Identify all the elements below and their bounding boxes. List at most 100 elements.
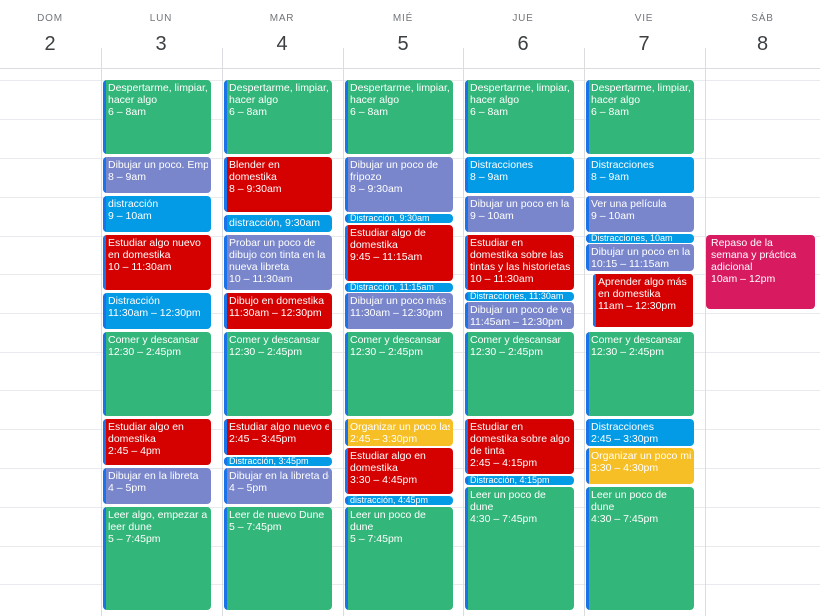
calendar-event[interactable]: Dibujar un poco de fripozo 8 – 9:30am — [345, 157, 453, 212]
calendar-event[interactable]: Dibujar un poco en la lib9 – 10am — [465, 196, 574, 232]
calendar-event[interactable]: Distracciones 2:45 – 3:30pm — [586, 419, 694, 446]
event-title: Organizar un poco mis c — [591, 450, 691, 462]
calendar-event[interactable]: Estudiar algo de domestika 9:45 – 11:15am — [345, 225, 453, 281]
event-title: Distracciones — [591, 159, 655, 171]
event-time: 8 – 9am — [591, 171, 629, 183]
calendar-event[interactable]: Despertarme, limpiar, hacer algo 6 – 8am — [103, 80, 211, 154]
event-title: Aprender algo más en domestika — [598, 276, 687, 300]
calendar-event[interactable]: Dibujar un poco. Empez8 – 9am — [103, 157, 211, 193]
calendar-event[interactable]: Aprender algo más en domestika 11am – 12:… — [592, 273, 694, 328]
column-divider — [343, 48, 344, 68]
event-time: 9 – 10am — [108, 210, 152, 222]
calendar-event[interactable]: Distracciones, 10am — [586, 234, 694, 243]
event-time: 11:30am – 12:30pm — [108, 307, 201, 319]
day-header-lun[interactable]: LUN 3 — [101, 0, 221, 68]
calendar-event[interactable]: Estudiar algo nuevo en domestika 10 – 11:… — [103, 235, 211, 290]
event-time: 9:45 – 11:15am — [350, 251, 423, 263]
event-title: Estudiar algo nuevo en domestika — [108, 237, 201, 261]
calendar-event[interactable]: Leer un poco de dune 5 – 7:45pm — [345, 507, 453, 610]
calendar-event[interactable]: Estudiar algo en domestika 3:30 – 4:45pm — [345, 448, 453, 494]
day-number[interactable]: 8 — [756, 33, 769, 55]
calendar-event[interactable]: Organizar un poco mis c3:30 – 4:30pm — [586, 448, 694, 484]
day-number[interactable]: 7 — [638, 33, 650, 55]
calendar-event[interactable]: Leer un poco de dune 4:30 – 7:45pm — [586, 487, 694, 610]
day-header-dom[interactable]: DOM 2 — [0, 0, 100, 68]
calendar-event[interactable]: Comer y descansar 12:30 – 2:45pm — [465, 332, 574, 416]
calendar-event[interactable]: Distracciones 8 – 9am — [465, 157, 574, 193]
event-title: Distracción — [108, 295, 160, 307]
calendar-event[interactable]: Repaso de la semana y práctica adicional… — [706, 235, 815, 309]
calendar-event[interactable]: Despertarme, limpiar, hacer algo 6 – 8am — [465, 80, 574, 154]
day-number[interactable]: 4 — [276, 33, 288, 55]
calendar-event[interactable]: Distracciones 8 – 9am — [586, 157, 694, 193]
calendar-event[interactable]: Leer un poco de dune 4:30 – 7:45pm — [465, 487, 574, 610]
event-time: 3:30 – 4:45pm — [350, 474, 418, 486]
calendar-event[interactable]: Estudiar algo nuevo en 2:45 – 3:45pm — [224, 419, 332, 455]
calendar-event[interactable]: Despertarme, limpiar, hacer algo 6 – 8am — [586, 80, 694, 154]
event-title: Despertarme, limpiar, hacer algo — [229, 82, 329, 106]
event-time: 6 – 8am — [591, 106, 629, 118]
event-time: 2:45 – 3:30pm — [591, 433, 659, 445]
event-title: distracción, 4:45pm — [350, 496, 429, 505]
calendar-event[interactable]: Dibujar un poco más de 11:30am – 12:30pm — [345, 293, 453, 329]
event-title: Leer algo, empezar a leer dune — [108, 509, 208, 533]
calendar-event[interactable]: Dibujar en la libreta 4 – 5pm — [103, 468, 211, 504]
calendar-event[interactable]: Blender en domestika 8 – 9:30am — [224, 157, 332, 212]
calendar-event[interactable]: Comer y descansar 12:30 – 2:45pm — [103, 332, 211, 416]
calendar-event[interactable]: Distracción 11:30am – 12:30pm — [103, 293, 211, 329]
calendar-event[interactable]: Leer algo, empezar a leer dune 5 – 7:45pm — [103, 507, 211, 610]
day-header-mie[interactable]: MIÉ 5 — [343, 0, 463, 68]
event-time: 12:30 – 2:45pm — [470, 346, 543, 358]
calendar-event[interactable]: Distracciones, 11:30am — [465, 292, 574, 301]
calendar-event[interactable]: Comer y descansar 12:30 – 2:45pm — [586, 332, 694, 416]
calendar-event[interactable]: Despertarme, limpiar, hacer algo 6 – 8am — [224, 80, 332, 154]
day-number[interactable]: 6 — [517, 33, 529, 55]
column-divider — [463, 48, 464, 68]
day-header-sab[interactable]: SÁB 8 — [705, 0, 820, 68]
calendar-event[interactable]: Estudiar en domestika sobre las tintas y… — [465, 235, 574, 290]
event-time: 12:30 – 2:45pm — [229, 346, 302, 358]
calendar-event[interactable]: Despertarme, limpiar, hacer algo 6 – 8am — [345, 80, 453, 154]
calendar-event[interactable]: Ver una película 9 – 10am — [586, 196, 694, 232]
calendar-event[interactable]: Estudiar algo en domestika 2:45 – 4pm — [103, 419, 211, 465]
day-header-mar[interactable]: MAR 4 — [222, 0, 342, 68]
calendar-event[interactable]: Distracción, 9:30am — [345, 214, 453, 223]
day-header-jue[interactable]: JUE 6 — [463, 0, 583, 68]
event-title: Distracciones — [591, 421, 655, 433]
calendar-event[interactable]: Estudiar en domestika sobre algo de tint… — [465, 419, 574, 474]
event-time: 10 – 11:30am — [229, 273, 293, 285]
calendar-event[interactable]: Dibujar un poco en la lib10:15 – 11:15am — [586, 244, 694, 271]
column-divider — [101, 68, 102, 616]
event-time: 12:30 – 2:45pm — [108, 346, 181, 358]
calendar-event[interactable]: Dibujar un poco de vehi 11:45am – 12:30pm — [465, 302, 574, 329]
event-time: 11am – 12:30pm — [598, 300, 677, 312]
calendar-event[interactable]: distracción 9 – 10am — [103, 196, 211, 232]
day-number[interactable]: 3 — [155, 33, 167, 55]
day-header-vie[interactable]: VIE 7 — [584, 0, 704, 68]
calendar-event[interactable]: Distracción, 4:15pm — [465, 476, 574, 485]
calendar-event[interactable]: distracción, 4:45pm — [345, 496, 453, 505]
event-time: 5 – 7:45pm — [229, 521, 282, 533]
calendar-event[interactable]: Comer y descansar 12:30 – 2:45pm — [224, 332, 332, 416]
calendar-event[interactable]: Dibujo en domestika 11:30am – 12:30pm — [224, 293, 332, 329]
event-time: 2:45 – 3:45pm — [229, 433, 297, 445]
event-title: Comer y descansar — [108, 334, 200, 346]
event-title: Probar un poco de dibujo con tinta en la… — [229, 237, 326, 273]
event-title: Distracciones, 10am — [591, 234, 673, 243]
event-time: 11:30am – 12:30pm — [350, 307, 443, 319]
calendar-event[interactable]: distracción, 9:30am — [224, 215, 332, 232]
day-number[interactable]: 5 — [397, 33, 409, 55]
event-title: Distracción, 4:15pm — [470, 476, 550, 485]
event-title: Dibujar un poco más de — [350, 295, 450, 307]
calendar-event[interactable]: Distracción, 11:15am — [345, 283, 453, 292]
calendar-event[interactable]: Probar un poco de dibujo con tinta en la… — [224, 235, 332, 290]
calendar-event[interactable]: Distracción, 3:45pm — [224, 457, 332, 466]
day-number[interactable]: 2 — [44, 33, 56, 55]
event-time: 10 – 11:30am — [108, 261, 172, 273]
calendar-event[interactable]: Organizar un poco las c 2:45 – 3:30pm — [345, 419, 453, 446]
day-of-week: MIÉ — [392, 13, 414, 24]
calendar-event[interactable]: Dibujar en la libreta de 4 – 5pm — [224, 468, 332, 504]
calendar-event[interactable]: Leer de nuevo Dune 5 – 7:45pm — [224, 507, 332, 610]
event-title: Distracciones, 11:30am — [470, 292, 564, 301]
calendar-event[interactable]: Comer y descansar 12:30 – 2:45pm — [345, 332, 453, 416]
